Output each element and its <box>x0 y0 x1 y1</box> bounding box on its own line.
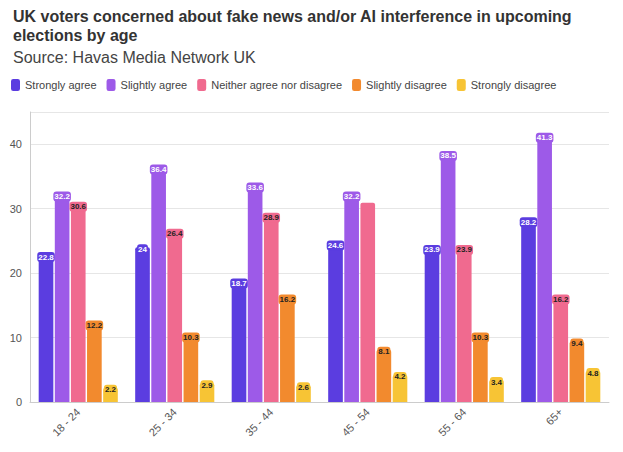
svg-text:20: 20 <box>10 267 22 279</box>
svg-text:Slightly agree: Slightly agree <box>121 79 188 91</box>
svg-text:Source: Havas Media Network UK: Source: Havas Media Network UK <box>13 49 256 66</box>
svg-text:28.9: 28.9 <box>263 213 279 222</box>
svg-text:12.2: 12.2 <box>87 321 103 330</box>
svg-text:41.3: 41.3 <box>537 133 553 142</box>
svg-text:33.6: 33.6 <box>247 183 263 192</box>
svg-text:0: 0 <box>16 396 22 408</box>
svg-text:2.6: 2.6 <box>298 383 310 392</box>
svg-text:Strongly disagree: Strongly disagree <box>471 79 557 91</box>
svg-text:24: 24 <box>138 245 147 254</box>
svg-text:18.7: 18.7 <box>231 279 247 288</box>
svg-text:23.9: 23.9 <box>424 245 440 254</box>
svg-text:2.9: 2.9 <box>201 381 213 390</box>
svg-text:2.2: 2.2 <box>105 385 117 394</box>
svg-text:UK voters concerned about fake: UK voters concerned about fake news and/… <box>13 8 576 25</box>
svg-text:40: 40 <box>10 138 22 150</box>
svg-text:26.4: 26.4 <box>167 229 183 238</box>
svg-text:16.2: 16.2 <box>280 295 296 304</box>
svg-text:8.1: 8.1 <box>378 347 390 356</box>
svg-text:elections by age: elections by age <box>13 27 138 44</box>
svg-text:10.3: 10.3 <box>183 333 199 342</box>
svg-text:30: 30 <box>10 203 22 215</box>
svg-text:35 - 44: 35 - 44 <box>243 406 276 439</box>
svg-text:Slightly disagree: Slightly disagree <box>366 79 447 91</box>
svg-text:55 - 64: 55 - 64 <box>436 406 469 439</box>
svg-text:4.2: 4.2 <box>394 372 406 381</box>
svg-text:10.3: 10.3 <box>473 333 489 342</box>
svg-text:38.5: 38.5 <box>440 151 456 160</box>
svg-text:36.4: 36.4 <box>151 165 167 174</box>
svg-text:45 - 54: 45 - 54 <box>339 406 372 439</box>
svg-text:18 - 24: 18 - 24 <box>50 406 83 439</box>
svg-text:Neither agree nor disagree: Neither agree nor disagree <box>211 79 342 91</box>
svg-text:3.4: 3.4 <box>491 378 503 387</box>
svg-text:9.4: 9.4 <box>571 339 583 348</box>
svg-text:24.6: 24.6 <box>328 241 344 250</box>
svg-text:32.2: 32.2 <box>54 192 70 201</box>
svg-text:30.6: 30.6 <box>70 202 86 211</box>
svg-text:22.8: 22.8 <box>38 253 54 262</box>
svg-text:28.2: 28.2 <box>521 218 537 227</box>
svg-text:25 - 34: 25 - 34 <box>146 406 179 439</box>
svg-text:10: 10 <box>10 332 22 344</box>
svg-text:4.8: 4.8 <box>587 369 599 378</box>
svg-text:65+: 65+ <box>543 406 565 428</box>
svg-text:32.2: 32.2 <box>344 192 360 201</box>
svg-text:16.2: 16.2 <box>553 295 569 304</box>
svg-text:Strongly agree: Strongly agree <box>25 79 97 91</box>
svg-text:23.9: 23.9 <box>456 245 472 254</box>
